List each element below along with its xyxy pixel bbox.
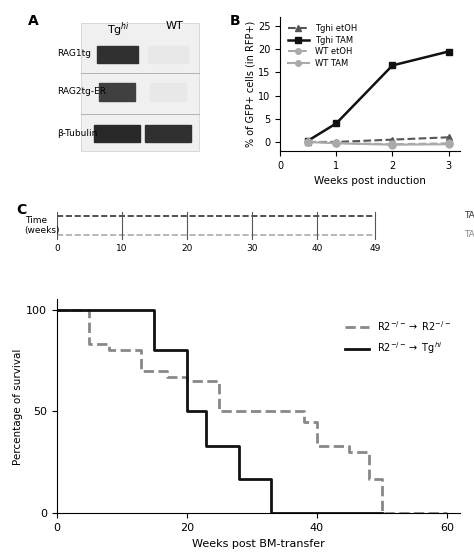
Text: B: B	[230, 14, 240, 28]
R2⁻⁻→ R2⁻⁻	[164, 367, 170, 374]
Text: WT: WT	[165, 21, 183, 31]
Text: 20: 20	[181, 244, 192, 253]
Y-axis label: % of GFP+ cells (in RFP+): % of GFP+ cells (in RFP+)	[245, 21, 255, 147]
Tghi TAM	[390, 62, 395, 69]
Tghi TAM	[305, 137, 311, 144]
WT etOH	[305, 138, 311, 145]
Line: Tghi etOH: Tghi etOH	[305, 134, 452, 146]
R2⁻⁻→ R2⁻⁻	[301, 418, 307, 425]
Legend: Tghi etOH, Tghi TAM, WT etOH, WT TAM: Tghi etOH, Tghi TAM, WT etOH, WT TAM	[284, 21, 361, 71]
Bar	[100, 83, 135, 101]
Bar	[147, 46, 188, 63]
Text: 49: 49	[370, 244, 381, 253]
R2⁻⁻→ R2⁻⁻	[346, 449, 352, 455]
X-axis label: Weeks post BM-transfer: Weeks post BM-transfer	[192, 538, 325, 549]
R2⁻⁻→ R2⁻⁻	[87, 306, 92, 313]
Legend: R2$^{-/-}$$\rightarrow$ R2$^{-/-}$, R2$^{-/-}$$\rightarrow$ Tg$^{hi}$: R2$^{-/-}$$\rightarrow$ R2$^{-/-}$, R2$^…	[341, 315, 455, 360]
R2⁻⁻→ Tgʰʳ	[236, 475, 242, 482]
Text: Tg$^{hi}$: Tg$^{hi}$	[108, 21, 130, 40]
Text: TAM OFF: TAM OFF	[464, 230, 474, 239]
R2⁻⁻→ R2⁻⁻	[379, 510, 384, 517]
Text: C: C	[17, 204, 27, 218]
Bar	[150, 83, 186, 101]
WT TAM	[333, 140, 339, 147]
R2⁻⁻→ R2⁻⁻	[314, 443, 319, 450]
R2⁻⁻→ R2⁻⁻	[249, 408, 255, 415]
Tghi etOH	[305, 138, 311, 145]
R2⁻⁻→ R2⁻⁻	[184, 373, 190, 380]
WT TAM	[446, 141, 451, 148]
Text: A: A	[27, 14, 38, 28]
R2⁻⁻→ Tgʰʳ	[152, 306, 157, 313]
R2⁻⁻→ R2⁻⁻	[249, 408, 255, 415]
R2⁻⁻→ R2⁻⁻	[366, 449, 372, 455]
R2⁻⁻→ R2⁻⁻	[217, 378, 222, 384]
Line: Tghi TAM: Tghi TAM	[305, 48, 452, 144]
Bar	[97, 46, 138, 63]
Tghi etOH	[390, 136, 395, 143]
Tghi TAM	[446, 48, 451, 55]
WT etOH	[446, 140, 451, 147]
R2⁻⁻→ R2⁻⁻	[54, 306, 60, 313]
R2⁻⁻→ Tgʰʳ	[152, 347, 157, 354]
R2⁻⁻→ Tgʰʳ	[379, 510, 384, 517]
R2⁻⁻→ R2⁻⁻	[106, 347, 112, 354]
R2⁻⁻→ Tgʰʳ	[268, 510, 274, 517]
WT TAM	[390, 141, 395, 148]
R2⁻⁻→ R2⁻⁻	[164, 373, 170, 380]
R2⁻⁻→ Tgʰʳ	[184, 347, 190, 354]
Text: 0: 0	[54, 244, 60, 253]
R2⁻⁻→ R2⁻⁻	[444, 510, 450, 517]
Tghi TAM	[333, 120, 339, 127]
R2⁻⁻→ Tgʰʳ	[203, 443, 209, 450]
Text: RAG2tg-ER: RAG2tg-ER	[57, 87, 106, 96]
R2⁻⁻→ R2⁻⁻	[138, 367, 144, 374]
Bar	[94, 125, 140, 142]
WT etOH	[390, 141, 395, 148]
R2⁻⁻→ R2⁻⁻	[346, 443, 352, 450]
Tghi etOH	[333, 138, 339, 145]
R2⁻⁻→ R2⁻⁻	[379, 475, 384, 482]
R2⁻⁻→ R2⁻⁻	[314, 418, 319, 425]
R2⁻⁻→ Tgʰʳ	[203, 408, 209, 415]
WT etOH	[333, 140, 339, 146]
Line: R2⁻⁻→ Tgʰʳ: R2⁻⁻→ Tgʰʳ	[57, 310, 382, 513]
R2⁻⁻→ Tgʰʳ	[268, 475, 274, 482]
WT TAM	[305, 138, 311, 145]
Text: 10: 10	[116, 244, 128, 253]
Tghi etOH	[446, 134, 451, 141]
R2⁻⁻→ R2⁻⁻	[87, 341, 92, 348]
Line: WT TAM: WT TAM	[305, 138, 452, 148]
R2⁻⁻→ R2⁻⁻	[184, 378, 190, 384]
Y-axis label: Percentage of survival: Percentage of survival	[13, 348, 23, 465]
R2⁻⁻→ Tgʰʳ	[54, 306, 60, 313]
R2⁻⁻→ Tgʰʳ	[184, 408, 190, 415]
Bar	[82, 23, 199, 151]
R2⁻⁻→ R2⁻⁻	[366, 475, 372, 482]
Line: WT etOH: WT etOH	[305, 138, 452, 148]
Text: RAG1tg: RAG1tg	[57, 49, 91, 58]
Text: 40: 40	[311, 244, 322, 253]
R2⁻⁻→ R2⁻⁻	[301, 408, 307, 415]
R2⁻⁻→ Tgʰʳ	[236, 443, 242, 450]
Bar	[145, 125, 191, 142]
R2⁻⁻→ R2⁻⁻	[106, 341, 112, 348]
Text: TAM ON: TAM ON	[464, 211, 474, 220]
R2⁻⁻→ R2⁻⁻	[217, 408, 222, 415]
Line: R2⁻⁻→ R2⁻⁻: R2⁻⁻→ R2⁻⁻	[57, 310, 447, 513]
Text: Time
(weeks): Time (weeks)	[25, 215, 60, 235]
Text: 30: 30	[246, 244, 257, 253]
X-axis label: Weeks post induction: Weeks post induction	[314, 176, 426, 186]
Text: β-Tubulin: β-Tubulin	[57, 128, 97, 138]
R2⁻⁻→ R2⁻⁻	[138, 347, 144, 354]
